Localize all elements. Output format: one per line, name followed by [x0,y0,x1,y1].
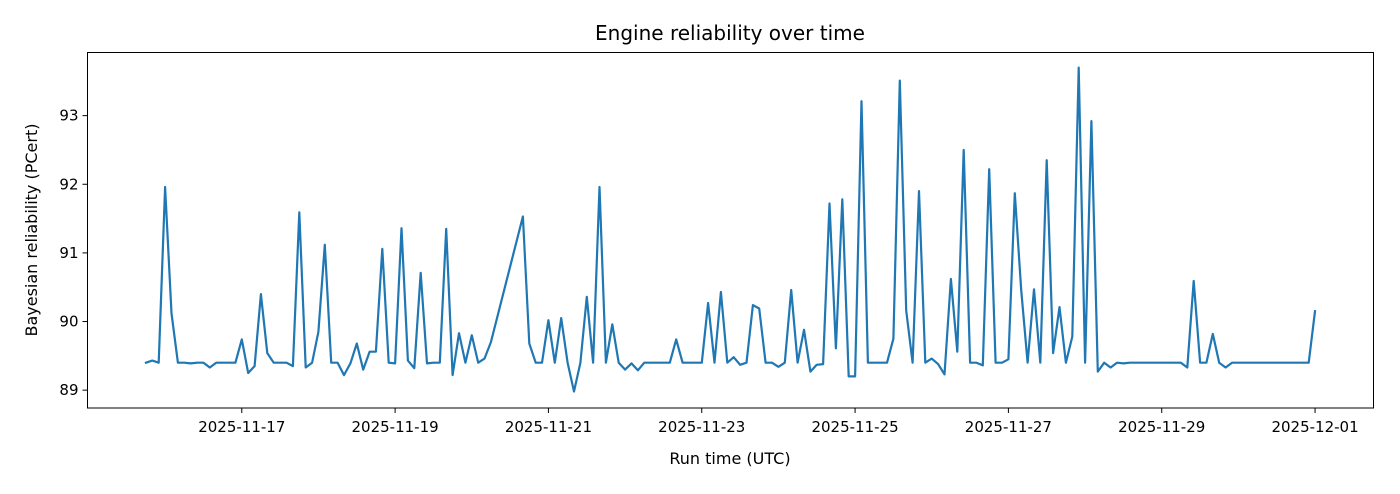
y-tick-label: 92 [59,175,78,193]
chart-title: Engine reliability over time [595,21,865,45]
x-tick-label: 2025-12-01 [1271,418,1358,436]
x-tick-label: 2025-11-27 [965,418,1052,436]
x-tick-label: 2025-11-25 [811,418,898,436]
x-tick-label: 2025-11-17 [198,418,285,436]
x-tick-label: 2025-11-23 [658,418,745,436]
x-tick-label: 2025-11-19 [352,418,439,436]
plot-area-frame [87,52,1374,409]
x-axis-ticks: 2025-11-17 2025-11-19 2025-11-21 2025-11-23… [198,408,1359,436]
x-tick-label: 2025-11-21 [505,418,592,436]
y-tick-label: 93 [59,107,78,125]
x-axis-label: Run time (UTC) [669,449,790,468]
y-tick-label: 90 [59,313,78,331]
y-tick-label: 89 [59,381,78,399]
x-tick-label: 2025-11-29 [1118,418,1205,436]
y-axis-ticks: 89 90 91 92 93 [59,107,88,399]
y-axis-label: Bayesian reliability (PCert) [22,124,41,337]
y-tick-label: 91 [59,244,78,262]
reliability-series-line [144,66,1317,393]
